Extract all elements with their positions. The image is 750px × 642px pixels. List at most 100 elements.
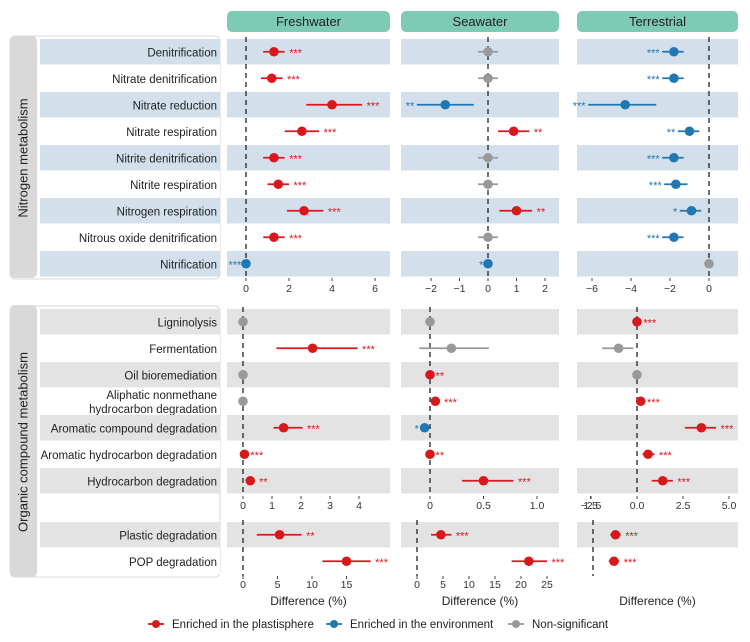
x-axis-title: Difference (%) (619, 594, 695, 608)
tick-label: 0 (240, 500, 246, 512)
row-band-label (40, 388, 220, 414)
point (684, 126, 695, 137)
legend-label: Enriched in the environment (350, 619, 494, 631)
point (657, 475, 668, 486)
legend-marker (152, 620, 160, 628)
significance-mark: ** (533, 127, 542, 139)
row-band (227, 39, 390, 65)
facet-strip (401, 11, 559, 32)
point (686, 205, 697, 216)
significance-mark: *** (375, 557, 389, 569)
row-band (227, 441, 390, 467)
legend-label: Enriched in the plastisphere (172, 619, 314, 631)
row-band (227, 388, 390, 414)
row-label: Ligninolysis (158, 317, 218, 329)
row-band (577, 224, 738, 250)
row-label: Aromatic compound degradation (51, 423, 217, 435)
row-label: Hydrocarbon degradation (87, 476, 217, 488)
tick-label: 1 (514, 283, 520, 295)
group-strip-overlay (10, 36, 37, 278)
point (620, 99, 630, 110)
point (245, 475, 256, 486)
facet-title: Terrestrial (629, 14, 686, 29)
tick-label: 25 (541, 579, 553, 591)
row-band-label (40, 198, 220, 224)
significance-mark: *** (444, 397, 458, 409)
tick-label: 0 (706, 283, 712, 295)
row-band (227, 145, 390, 171)
row-band (227, 251, 390, 277)
row-band (577, 65, 738, 91)
significance-mark: *** (625, 530, 639, 542)
significance-mark: *** (327, 206, 341, 218)
tick-label: 10 (306, 579, 318, 591)
row-band (227, 522, 390, 548)
point (341, 556, 352, 567)
row-band (227, 171, 390, 197)
tick-label: 2 (542, 283, 548, 295)
row-band (577, 309, 738, 335)
row-band (577, 251, 738, 277)
significance-mark: ** (259, 476, 268, 488)
significance-mark: ** (405, 100, 414, 112)
row-label: Nitrification (160, 259, 217, 271)
row-band-label (40, 522, 220, 548)
tick-label: 5 (440, 579, 446, 591)
x-axis-title: Difference (%) (442, 594, 518, 608)
row-label: Fermentation (149, 344, 217, 356)
point (511, 205, 522, 216)
tick-label: 15 (489, 579, 501, 591)
point (483, 258, 493, 269)
tick-label: 0.0 (630, 500, 645, 512)
tick-label: 0 (485, 283, 491, 295)
significance-mark: ** (306, 530, 315, 542)
row-label: Aliphatic nonmethane (106, 390, 217, 402)
row-label: Nitrite respiration (130, 180, 217, 192)
significance-mark: *** (572, 100, 586, 112)
significance-mark: ** (536, 206, 545, 218)
row-band (577, 335, 738, 361)
row-band-label (40, 309, 220, 335)
row-band (401, 251, 559, 277)
point (643, 449, 653, 460)
significance-mark: ** (435, 370, 444, 382)
point (269, 152, 279, 163)
tick-label: −2.5 (581, 500, 602, 512)
row-band (401, 362, 559, 388)
row-label: Plastic degradation (119, 530, 217, 542)
point (241, 258, 251, 269)
tick-label: 10 (463, 579, 475, 591)
significance-mark: *** (677, 476, 691, 488)
significance-mark: ** (666, 127, 675, 139)
significance-mark: *** (289, 47, 303, 59)
row-label: Nitrogen respiration (117, 206, 217, 218)
row-band-label (40, 468, 220, 494)
row-band (401, 309, 559, 335)
point (704, 258, 714, 269)
significance-mark: *** (287, 74, 301, 86)
tick-label: −1 (454, 283, 466, 295)
significance-mark: *** (646, 74, 660, 86)
row-band (401, 198, 559, 224)
tick-label: 2 (298, 500, 304, 512)
tick-label: 1 (269, 500, 275, 512)
tick-label: 0.5 (476, 500, 491, 512)
significance-mark: * (478, 259, 483, 271)
point (297, 126, 307, 137)
point (610, 529, 621, 540)
row-band-label (40, 251, 220, 277)
point (273, 179, 284, 190)
row-band-label (40, 39, 220, 65)
point (524, 556, 534, 567)
point (425, 449, 435, 460)
row-label: Aromatic hydrocarbon degradation (41, 450, 217, 462)
point (669, 152, 679, 163)
row-band (227, 224, 390, 250)
row-band-label (40, 171, 220, 197)
row-band (577, 362, 738, 388)
point (609, 556, 619, 567)
point (632, 369, 642, 380)
tick-label: 0 (243, 283, 249, 295)
